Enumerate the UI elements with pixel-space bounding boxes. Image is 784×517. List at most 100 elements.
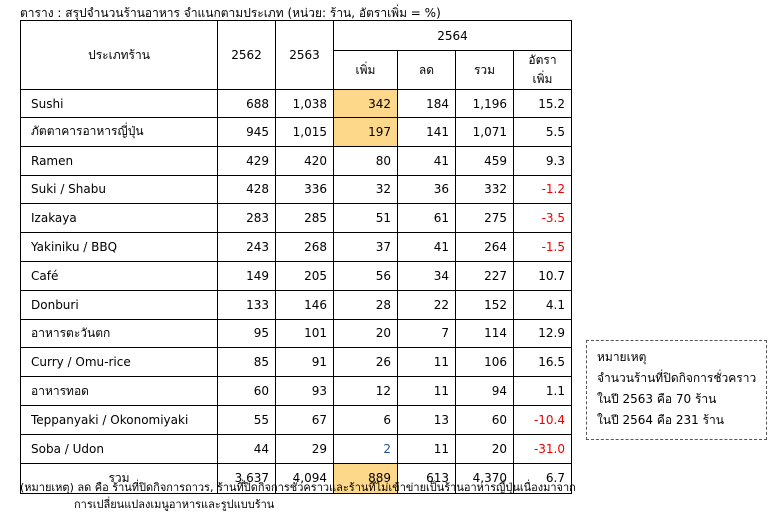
row-name: Curry / Omu-rice	[20, 347, 218, 378]
total-row: รวม 3,637 4,094 889 613 4,370 6.7	[20, 462, 572, 494]
cell-rate: 4.1	[513, 289, 572, 320]
cell-total: 1,071	[455, 117, 514, 147]
cell-y2562: 55	[217, 404, 276, 435]
table-row: Yakiniku / BBQ 243 268 37 41 264 -1.5	[20, 232, 572, 262]
header-type: ประเภทร้าน	[20, 20, 218, 90]
cell-total: 1,196	[455, 89, 514, 118]
cell-y2562: 44	[217, 433, 276, 464]
row-name: Teppanyaki / Okonomiyaki	[20, 404, 218, 435]
cell-rate: 9.3	[513, 145, 572, 176]
row-name: Izakaya	[20, 203, 218, 234]
cell-y2563: 67	[275, 404, 334, 435]
cell-rate: 1.1	[513, 376, 572, 406]
cell-y2563: 336	[275, 174, 334, 205]
cell-y2563: 1,038	[275, 89, 334, 118]
cell-total: 60	[455, 404, 514, 435]
cell-rate: -1.5	[513, 232, 572, 262]
cell-inc: 20	[333, 318, 398, 349]
note-line-3: ในปี 2564 คือ 231 ร้าน	[597, 413, 725, 427]
table-row: Sushi 688 1,038 342 184 1,196 15.2	[20, 89, 572, 118]
total-y2562: 3,637	[217, 462, 276, 494]
cell-y2562: 945	[217, 117, 276, 147]
cell-inc: 32	[333, 174, 398, 205]
cell-inc: 2	[333, 433, 398, 464]
cell-y2562: 149	[217, 260, 276, 291]
cell-y2562: 60	[217, 376, 276, 406]
cell-inc: 12	[333, 376, 398, 406]
cell-rate: 12.9	[513, 318, 572, 349]
cell-dec: 11	[397, 433, 456, 464]
cell-dec: 11	[397, 347, 456, 378]
header-2562: 2562	[217, 20, 276, 90]
cell-dec: 7	[397, 318, 456, 349]
cell-inc: 51	[333, 203, 398, 234]
cell-y2563: 268	[275, 232, 334, 262]
cell-y2563: 101	[275, 318, 334, 349]
cell-inc: 26	[333, 347, 398, 378]
table-row: Soba / Udon 44 29 2 11 20 -31.0	[20, 433, 572, 464]
subheader-inc: เพิ่ม	[333, 50, 398, 90]
cell-y2563: 146	[275, 289, 334, 320]
cell-dec: 141	[397, 117, 456, 147]
table-row: Donburi 133 146 28 22 152 4.1	[20, 289, 572, 320]
cell-y2562: 688	[217, 89, 276, 118]
cell-y2562: 429	[217, 145, 276, 176]
header-2563: 2563	[275, 20, 334, 90]
cell-y2563: 1,015	[275, 117, 334, 147]
cell-y2562: 95	[217, 318, 276, 349]
row-name: Café	[20, 260, 218, 291]
restaurant-summary-table: ประเภทร้าน 2562 2563 2564 เพิ่ม ลด รวม อัตร…	[20, 20, 572, 494]
note-line-1: จำนวนร้านที่ปิดกิจการชั่วคราว	[597, 371, 757, 385]
cell-y2563: 29	[275, 433, 334, 464]
row-name: ภัตตาคารอาหารญี่ปุ่น	[20, 117, 218, 147]
cell-rate: 5.5	[513, 117, 572, 147]
total-inc: 889	[333, 462, 398, 494]
cell-rate: -1.2	[513, 174, 572, 205]
subheader-dec: ลด	[397, 50, 456, 90]
cell-total: 94	[455, 376, 514, 406]
table-row: อาหารตะวันตก 95 101 20 7 114 12.9	[20, 318, 572, 349]
table-row: Ramen 429 420 80 41 459 9.3	[20, 145, 572, 176]
cell-total: 332	[455, 174, 514, 205]
cell-rate: -10.4	[513, 404, 572, 435]
cell-dec: 11	[397, 376, 456, 406]
cell-y2563: 91	[275, 347, 334, 378]
cell-total: 275	[455, 203, 514, 234]
cell-total: 227	[455, 260, 514, 291]
cell-y2562: 428	[217, 174, 276, 205]
cell-inc: 197	[333, 117, 398, 147]
cell-dec: 34	[397, 260, 456, 291]
total-y2563: 4,094	[275, 462, 334, 494]
cell-inc: 37	[333, 232, 398, 262]
subheader-rate: อัตราเพิ่ม	[513, 50, 572, 90]
cell-y2563: 420	[275, 145, 334, 176]
row-name: Ramen	[20, 145, 218, 176]
row-name: อาหารตะวันตก	[20, 318, 218, 349]
cell-dec: 184	[397, 89, 456, 118]
table-row: Curry / Omu-rice 85 91 26 11 106 16.5	[20, 347, 572, 378]
total-label: รวม	[20, 462, 218, 494]
note-line-2: ในปี 2563 คือ 70 ร้าน	[597, 392, 717, 406]
cell-dec: 41	[397, 232, 456, 262]
cell-inc: 80	[333, 145, 398, 176]
total-total: 4,370	[455, 462, 514, 494]
cell-total: 20	[455, 433, 514, 464]
table-row: อาหารทอด 60 93 12 11 94 1.1	[20, 376, 572, 406]
cell-y2562: 133	[217, 289, 276, 320]
footnote-line-1: (หมายเหตุ) ลด คือ ร้านที่ปิดกิจการถาวร, …	[20, 481, 576, 494]
cell-y2563: 93	[275, 376, 334, 406]
note-heading: หมายเหตุ	[597, 350, 647, 364]
cell-y2562: 85	[217, 347, 276, 378]
cell-inc: 6	[333, 404, 398, 435]
row-name: Soba / Udon	[20, 433, 218, 464]
cell-inc: 56	[333, 260, 398, 291]
total-rate: 6.7	[513, 462, 572, 494]
table-title: ตาราง : สรุปจำนวนร้านอาหาร จำแนกตามประเภ…	[20, 6, 441, 20]
table-row: Izakaya 283 285 51 61 275 -3.5	[20, 203, 572, 234]
cell-inc: 342	[333, 89, 398, 118]
cell-rate: -3.5	[513, 203, 572, 234]
footnote-line-2: การเปลี่ยนแปลงเมนูอาหารและรูปแบบร้าน	[74, 498, 275, 511]
cell-dec: 41	[397, 145, 456, 176]
cell-rate: 15.2	[513, 89, 572, 118]
table-row: Suki / Shabu 428 336 32 36 332 -1.2	[20, 174, 572, 205]
